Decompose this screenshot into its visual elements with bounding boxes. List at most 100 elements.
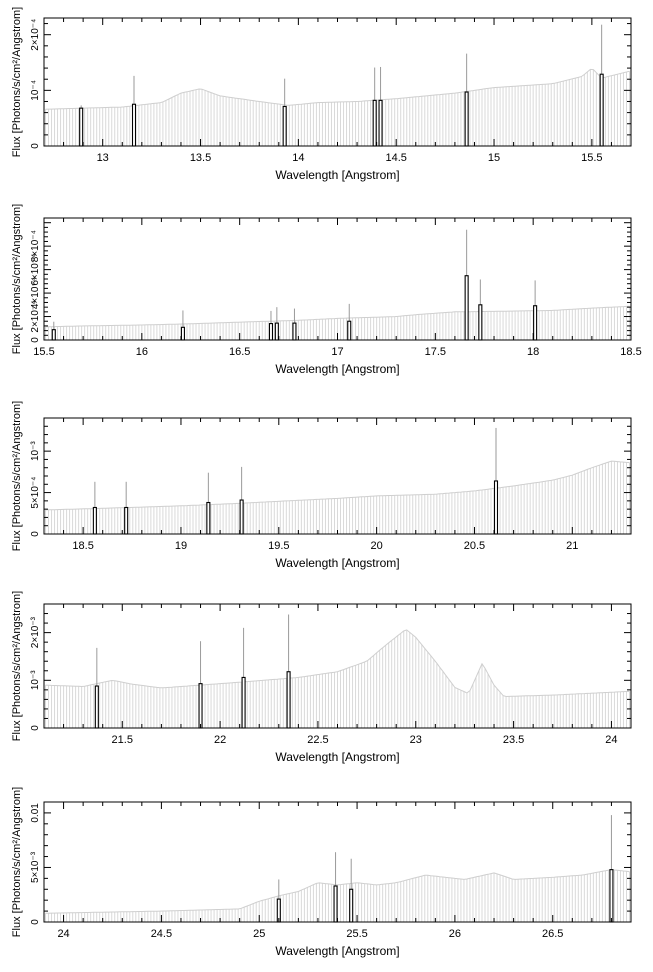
emission-line [533, 280, 538, 341]
y-tick-label: 0 [30, 919, 41, 925]
emission-line [286, 614, 291, 729]
x-tick-label: 16.5 [229, 346, 250, 358]
x-tick-label: 14 [292, 152, 304, 164]
emission-line [206, 472, 211, 535]
emission-line [282, 78, 287, 147]
x-tick-label: 20.5 [464, 540, 485, 552]
y-axis-label: Flux [Photons/s/cm²/Angstrom] [11, 401, 23, 551]
line-flux-bar [609, 869, 614, 923]
emission-line [274, 307, 279, 341]
emission-line [347, 303, 352, 341]
line-flux-bar [94, 685, 99, 729]
y-tick-label: 5×10⁻⁴ [30, 477, 41, 509]
x-tick-label: 17.5 [425, 346, 446, 358]
x-tick-label: 24 [57, 928, 69, 940]
y-tick-label: 10⁻³ [30, 670, 41, 690]
y-tick-label: 10⁻³ [30, 441, 41, 461]
line-flux-bar [92, 506, 97, 535]
emission-line [493, 427, 499, 535]
emission-line [333, 852, 338, 923]
model-envelope [45, 68, 630, 110]
line-flux-bar [274, 322, 279, 341]
y-tick-label: 8×10⁻⁴ [30, 230, 41, 262]
x-tick-label: 15.5 [33, 346, 54, 358]
y-axis: 0 2×10⁻⁴4×10⁻⁴6×10⁻⁴8×10⁻⁴ Flux [Photons/s… [11, 204, 631, 354]
y-tick-label: 2×10⁻⁴ [30, 19, 41, 51]
line-flux-bar [79, 107, 84, 147]
x-tick-label: 22 [214, 734, 226, 746]
y-axis-label: Flux [Photons/s/cm²/Angstrom] [11, 204, 23, 354]
y-tick-label: 0.01 [30, 803, 41, 823]
line-flux-bar [347, 320, 352, 341]
line-flux-bar [131, 103, 137, 147]
x-axis: 15.5 16 16.5 17 17.5 18 18.5 Wavelength [Angstr… [33, 218, 642, 376]
spectrum-panel-5: 24 24.5 25 25.5 26 26.5 Wavelength [Angstrom] 0… [11, 787, 632, 958]
line-flux-bar [478, 304, 483, 341]
emission-line [609, 815, 614, 923]
x-tick-label: 23.5 [503, 734, 524, 746]
x-tick-label: 15.5 [581, 152, 602, 164]
x-axis-label: Wavelength [Angstrom] [275, 556, 399, 570]
emission-line [464, 53, 469, 147]
line-flux-bar [493, 480, 499, 535]
x-tick-label: 20 [371, 540, 383, 552]
emission-line [241, 627, 246, 729]
x-axis-label: Wavelength [Angstrom] [275, 750, 399, 764]
line-flux-bar [268, 323, 274, 341]
x-tick-label: 13.5 [190, 152, 211, 164]
x-axis: 21.5 22 22.5 23 23.5 24 Wavelength [Angstrom] [43, 604, 632, 764]
emission-line [131, 75, 137, 147]
x-axis: 18.5 19 19.5 20 20.5 21 Wavelength [Angstrom] [43, 418, 632, 570]
emission-line [124, 481, 129, 535]
line-flux-bar [239, 499, 244, 535]
y-tick-label: 5×10⁻³ [30, 851, 41, 883]
x-tick-label: 18.5 [72, 540, 93, 552]
y-axis: 0 10⁻⁴ 2×10⁻⁴ Flux [Photons/s/cm²/Angstrom] [11, 7, 631, 157]
x-tick-label: 24 [605, 734, 617, 746]
line-flux-bar [349, 888, 354, 923]
line-flux-bar [180, 326, 185, 341]
spectrum-panel-4: 21.5 22 22.5 23 23.5 24 Wavelength [Angstrom] 0… [11, 591, 632, 764]
x-tick-label: 13 [97, 152, 109, 164]
x-tick-label: 25.5 [346, 928, 367, 940]
emission-line [92, 481, 97, 535]
y-tick-label: 2×10⁻⁴ [30, 300, 41, 332]
x-tick-label: 21 [566, 540, 578, 552]
line-flux-bar [333, 885, 338, 923]
line-flux-bar [533, 305, 538, 341]
x-tick-label: 15 [488, 152, 500, 164]
model-envelope [45, 869, 630, 914]
line-flux-bar [599, 73, 604, 147]
x-tick-label: 21.5 [112, 734, 133, 746]
y-tick-label: 4×10⁻⁴ [30, 277, 41, 309]
spectrum-panel-3: 18.5 19 19.5 20 20.5 21 Wavelength [Angstrom] 0… [11, 401, 632, 570]
x-tick-label: 19 [175, 540, 187, 552]
emission-line [51, 321, 56, 341]
y-axis-label: Flux [Photons/s/cm²/Angstrom] [11, 787, 23, 937]
x-tick-label: 23 [410, 734, 422, 746]
emission-line [349, 858, 354, 923]
y-tick-label: 0 [30, 337, 41, 343]
line-flux-bar [286, 671, 291, 729]
y-tick-label: 0 [30, 143, 41, 149]
x-axis-label: Wavelength [Angstrom] [275, 944, 399, 958]
x-axis-label: Wavelength [Angstrom] [275, 168, 399, 182]
line-flux-bar [124, 506, 129, 535]
x-tick-label: 19.5 [268, 540, 289, 552]
line-flux-bar [292, 322, 297, 341]
y-tick-label: 6×10⁻⁴ [30, 254, 41, 286]
x-tick-label: 25 [253, 928, 265, 940]
line-flux-bar [378, 99, 383, 147]
emission-line [79, 105, 84, 147]
line-flux-bar [198, 683, 203, 729]
x-tick-label: 26 [449, 928, 461, 940]
x-tick-label: 18.5 [620, 346, 641, 358]
emission-line [239, 466, 244, 535]
line-flux-bar [241, 676, 246, 729]
x-tick-label: 24.5 [151, 928, 172, 940]
line-flux-bar [206, 501, 211, 535]
model-continuum [45, 460, 630, 534]
y-axis: 0 5×10⁻³ 0.01 Flux [Photons/s/cm²/Angstrom] [11, 787, 631, 937]
x-tick-label: 16 [136, 346, 148, 358]
x-tick-label: 14.5 [385, 152, 406, 164]
